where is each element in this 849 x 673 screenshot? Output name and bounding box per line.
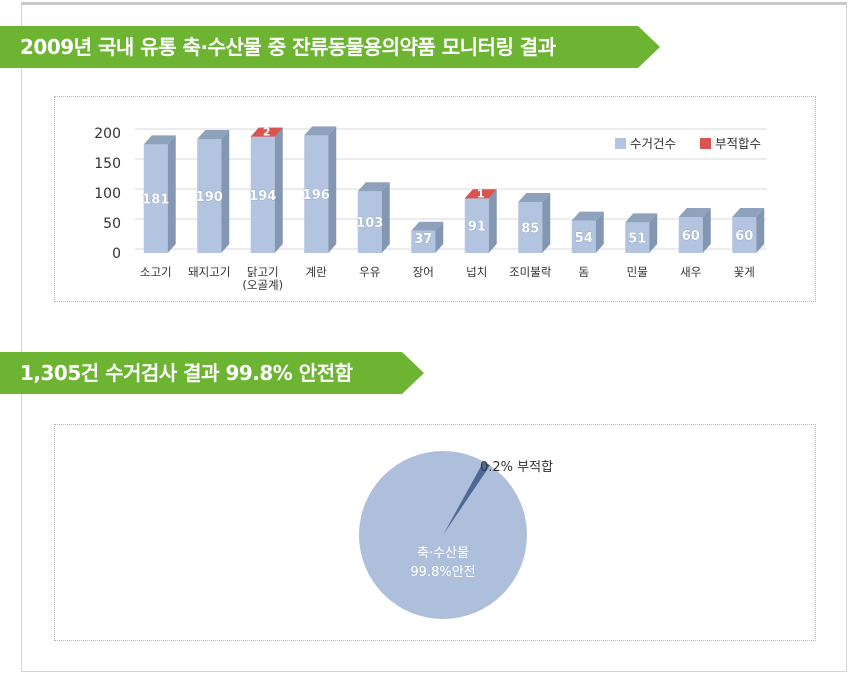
pie-label-safe: 축·수산물: [417, 546, 469, 561]
section2-banner: 1,305건 수거검사 결과 99.8% 안전함: [0, 352, 424, 394]
bar-front: [304, 135, 329, 253]
bar-top: [411, 221, 444, 231]
pie-slice-fail: [443, 461, 491, 535]
fail-segment: [250, 127, 283, 137]
bar-top: [143, 135, 176, 145]
bar-side: [328, 126, 337, 253]
bar-side: [595, 211, 604, 253]
fail-segment: [464, 189, 497, 199]
bar-value-label: 103: [356, 216, 383, 231]
bar-value-label: 190: [196, 190, 223, 205]
bar-side: [167, 135, 176, 253]
fail-value-label: 2: [263, 126, 271, 139]
pie-label-fail: 0.2% 부적합: [480, 460, 553, 475]
bar-top: [678, 208, 711, 217]
bar-front: [411, 230, 436, 253]
bar-chart: 0 50 100 150 200 181 소고기 190 돼지고기 2 194 닭고기(오골계) 196…: [94, 126, 767, 292]
bar-side: [435, 221, 444, 253]
bar-top: [732, 208, 765, 217]
bar-front: [518, 202, 543, 253]
bar-value-label: 54: [575, 231, 593, 246]
bar-side: [649, 213, 658, 253]
bar-front: [464, 198, 489, 253]
bar-top: [357, 182, 390, 192]
x-tick-label: (오골계): [242, 278, 283, 292]
y-tick-label: 150: [94, 156, 121, 172]
x-tick-label: 돼지고기: [188, 265, 230, 279]
bar-value-label: 194: [249, 189, 276, 204]
bar-top: [197, 130, 230, 139]
bar-side: [274, 127, 283, 253]
bar-front: [625, 222, 650, 253]
bar-front: [678, 217, 703, 253]
banner-shape: [0, 26, 660, 68]
x-tick-label: 조미불락: [509, 265, 552, 279]
pie-sublabel-safe: 99.8%안전: [410, 565, 475, 580]
x-tick-label: 계란: [306, 265, 328, 279]
bar-value-label: 51: [628, 232, 646, 247]
legend-label: 수거건수: [630, 136, 676, 151]
bar-front: [197, 139, 222, 253]
x-tick-label: 소고기: [140, 265, 172, 279]
bar-side: [702, 208, 711, 253]
legend-swatch: [700, 138, 711, 149]
bar-side: [542, 193, 551, 253]
bar-value-label: 91: [468, 220, 486, 235]
banner-shape-2: [0, 352, 424, 394]
pie-chart: 축·수산물 99.8%안전 0.2% 부적합: [359, 451, 553, 619]
x-tick-label: 넙치: [466, 265, 487, 279]
pie-chart-panel: 축·수산물 99.8%안전 0.2% 부적합: [54, 424, 816, 641]
legend-swatch: [615, 138, 626, 149]
bar-top: [625, 213, 658, 223]
bar-front: [571, 220, 596, 253]
x-tick-label: 닭고기: [247, 265, 279, 279]
bar-side: [221, 130, 230, 253]
bar-value-label: 85: [521, 222, 539, 237]
legend-label: 부적합수: [715, 136, 761, 151]
bar-value-label: 181: [142, 193, 169, 208]
section2-title: 1,305건 수거검사 결과 99.8% 안전함: [20, 361, 353, 385]
bar-value-label: 196: [303, 188, 330, 203]
bar-value-label: 60: [735, 229, 753, 244]
section1-banner: 2009년 국내 유통 축·수산물 중 잔류동물용의약품 모니터링 결과: [0, 26, 660, 68]
y-tick-label: 100: [94, 186, 121, 202]
x-tick-label: 우유: [359, 265, 380, 279]
x-tick-label: 장어: [413, 265, 434, 279]
x-tick-label: 민물: [627, 265, 648, 279]
bar-side: [756, 208, 765, 253]
y-tick-label: 50: [103, 216, 121, 232]
x-tick-label: 꽃게: [734, 265, 755, 279]
y-tick-label: 0: [112, 246, 121, 262]
bar-front: [143, 144, 168, 253]
x-tick-label: 돔: [578, 265, 589, 279]
bar-front: [250, 136, 275, 253]
y-tick-label: 200: [94, 126, 121, 142]
bar-top: [571, 211, 604, 221]
bar-chart-panel: 0 50 100 150 200 181 소고기 190 돼지고기 2 194 닭고기 (오골계) 196…: [54, 96, 816, 302]
section1-title: 2009년 국내 유통 축·수산물 중 잔류동물용의약품 모니터링 결과: [20, 35, 556, 59]
bar-value-label: 60: [682, 229, 700, 244]
bar-front: [357, 191, 382, 253]
x-tick-label: 새우: [680, 265, 701, 279]
fail-value-label: 1: [477, 187, 485, 200]
bar-top: [518, 193, 551, 202]
bar-front: [732, 217, 757, 253]
bar-top: [304, 126, 337, 136]
bar-side: [381, 182, 390, 253]
bar-side: [488, 189, 497, 253]
bar-value-label: 37: [414, 232, 432, 247]
